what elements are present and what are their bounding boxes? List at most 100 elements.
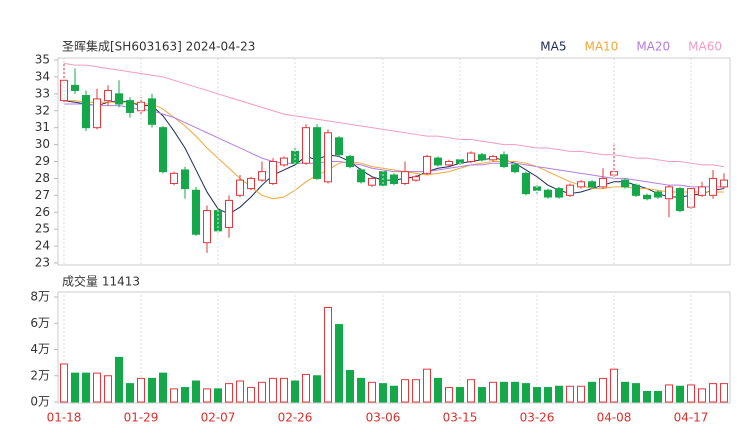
volume-bar	[93, 372, 101, 403]
y-tick-label: 33	[35, 86, 50, 100]
y-tick-label: 29	[35, 154, 50, 168]
x-tick-label: 03-15	[443, 411, 478, 425]
volume-bar	[698, 388, 706, 403]
volume-bar	[401, 379, 409, 403]
candle-body	[203, 210, 211, 244]
y-tick-label: 27	[35, 188, 50, 202]
volume-bar	[665, 384, 673, 403]
candle-body	[170, 172, 178, 184]
candle-body	[357, 169, 365, 183]
volume-bar	[280, 377, 288, 403]
x-tick-label: 03-26	[520, 411, 555, 425]
volume-bar	[676, 385, 684, 403]
y-tick-label: 31	[35, 120, 50, 134]
candle-body	[434, 157, 442, 166]
volume-bar	[467, 379, 475, 403]
volume-bar	[500, 381, 508, 403]
volume-bar	[214, 388, 222, 403]
candle-body	[555, 188, 563, 198]
candle-body	[478, 154, 486, 161]
candle-body	[489, 155, 497, 161]
volume-bar	[423, 368, 431, 403]
volume-bar	[291, 380, 299, 403]
volume-bar	[236, 380, 244, 403]
candle-body	[632, 184, 640, 196]
candle-body	[269, 161, 277, 184]
candle-body	[192, 189, 200, 235]
volume-bar	[159, 372, 167, 403]
candle-body	[401, 171, 409, 184]
candle-body	[324, 132, 332, 183]
volume-bar	[82, 372, 90, 403]
volume-bar	[555, 385, 563, 403]
volume-bar	[390, 385, 398, 403]
x-tick-label: 03-06	[366, 411, 401, 425]
volume-bar	[302, 373, 310, 403]
volume-bar	[599, 377, 607, 403]
candle-body	[126, 100, 134, 113]
candle-body	[511, 164, 519, 173]
candle-body	[82, 95, 90, 129]
x-tick-label: 02-07	[201, 411, 236, 425]
candle-body	[159, 127, 167, 173]
legend-label: MA60	[688, 40, 722, 54]
candle-body	[181, 169, 189, 190]
volume-bar	[621, 381, 629, 403]
volume-bar	[357, 377, 365, 403]
candle-body	[500, 154, 508, 168]
y-tick-label: 2万	[30, 368, 50, 382]
volume-bar	[709, 383, 717, 403]
candle-body	[148, 98, 156, 125]
candle-body	[71, 84, 79, 91]
candle-body	[280, 157, 288, 166]
legend-label: MA20	[636, 40, 670, 54]
y-tick-label: 4万	[30, 342, 50, 356]
y-tick-label: 25	[35, 222, 50, 236]
volume-bar	[478, 387, 486, 403]
candle-body	[654, 191, 662, 198]
volume-bar	[643, 391, 651, 403]
volume-bar	[522, 383, 530, 403]
volume-bar	[588, 381, 596, 403]
candle-body	[709, 177, 717, 196]
volume-bar	[434, 377, 442, 403]
candle-body	[225, 199, 233, 228]
y-tick-label: 23	[35, 256, 50, 270]
volume-bar	[181, 387, 189, 403]
volume-bar	[71, 372, 79, 403]
x-tick-label: 02-26	[278, 411, 313, 425]
y-tick-label: 35	[35, 53, 50, 67]
candle-body	[93, 98, 101, 129]
volume-bar	[247, 387, 255, 403]
candle-body	[665, 186, 673, 200]
volume-bar	[324, 307, 332, 403]
volume-bar	[412, 379, 420, 403]
volume-bar	[687, 384, 695, 403]
volume-bar	[379, 383, 387, 403]
y-tick-label: 32	[35, 103, 50, 117]
candle-body	[698, 186, 706, 196]
candle-body	[335, 137, 343, 156]
candle-body	[115, 93, 123, 105]
candle-body	[302, 127, 310, 164]
y-tick-label: 8万	[30, 290, 50, 304]
x-tick-label: 01-29	[124, 411, 159, 425]
volume-bar	[170, 388, 178, 403]
candle-body	[621, 179, 629, 188]
y-tick-label: 30	[35, 137, 50, 151]
candle-body	[368, 177, 376, 186]
volume-bar	[137, 377, 145, 403]
candle-body	[720, 179, 728, 188]
volume-bar	[511, 381, 519, 403]
volume-bar	[456, 387, 464, 403]
volume-bar	[203, 388, 211, 403]
candle-body	[412, 176, 420, 181]
price-frame	[57, 57, 731, 266]
candle-body	[291, 150, 299, 164]
y-tick-label: 28	[35, 171, 50, 185]
x-tick-label: 04-08	[597, 411, 632, 425]
y-tick-label: 0万	[30, 395, 50, 409]
volume-bar	[60, 363, 68, 403]
candle-body	[566, 184, 574, 196]
